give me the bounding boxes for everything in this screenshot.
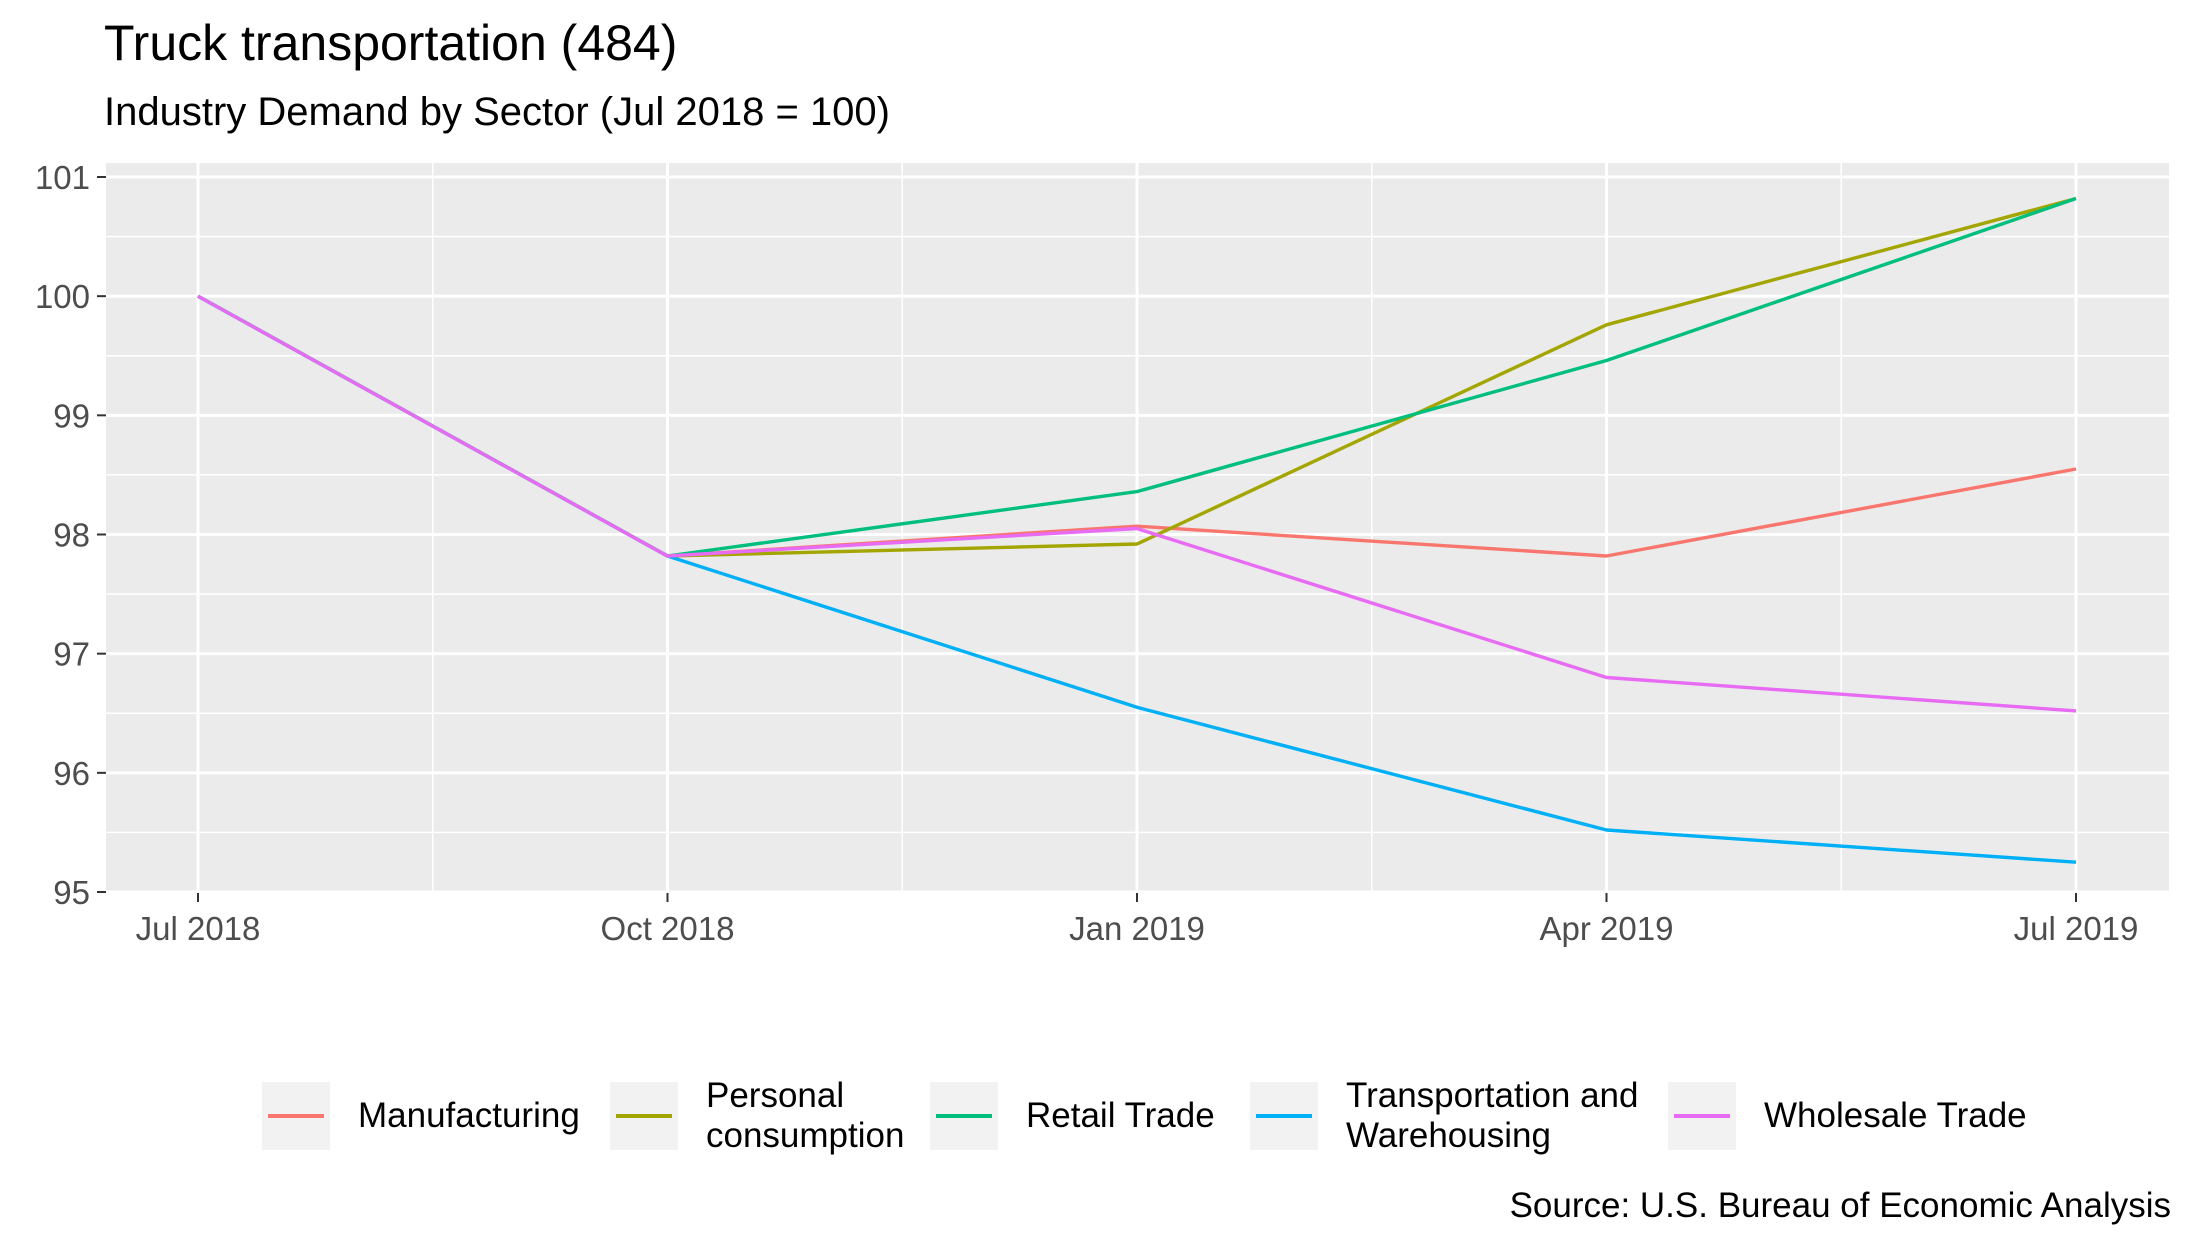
source-caption: Source: U.S. Bureau of Economic Analysis — [1509, 1186, 2171, 1225]
y-tick-label: 98 — [53, 517, 90, 554]
legend-key — [262, 1082, 330, 1150]
x-tick-label: Oct 2018 — [601, 910, 735, 947]
x-tick-label: Apr 2019 — [1540, 910, 1674, 947]
legend-item-personal-consumption: Personal consumption — [610, 1058, 904, 1174]
y-tick-label: 100 — [35, 278, 90, 315]
y-tick-label: 101 — [35, 159, 90, 196]
y-tick-label: 95 — [53, 874, 90, 911]
legend-key — [610, 1082, 678, 1150]
legend-swatch-line — [1256, 1114, 1312, 1118]
legend-label: Transportation and Warehousing — [1346, 1076, 1639, 1155]
chart-title: Truck transportation (484) — [104, 15, 678, 71]
y-tick-label: 97 — [53, 636, 90, 673]
x-axis: Jul 2018 Oct 2018 Jan 2019 Apr 2019 Jul 2019 — [136, 893, 2139, 947]
legend-item-transportation-and-warehousing: Transportation and Warehousing — [1250, 1058, 1639, 1174]
y-tick-label: 99 — [53, 397, 90, 434]
legend-key — [1668, 1082, 1736, 1150]
legend-key — [1250, 1082, 1318, 1150]
legend-label: Manufacturing — [358, 1096, 580, 1135]
legend: Manufacturing Personal consumption Retail … — [0, 1058, 2187, 1174]
x-tick-label: Jul 2019 — [2014, 910, 2139, 947]
legend-item-manufacturing: Manufacturing — [262, 1058, 580, 1174]
line-chart: 95 96 97 98 99 100 101 Jul 2018 Oct 2018 Jan 201… — [35, 159, 2169, 947]
major-gridlines — [106, 163, 2169, 894]
y-axis: 95 96 97 98 99 100 101 — [35, 159, 106, 911]
legend-item-retail-trade: Retail Trade — [930, 1058, 1215, 1174]
y-tick-label: 96 — [53, 755, 90, 792]
series-line-wholesale-trade — [197, 294, 2077, 713]
legend-swatch-line — [268, 1114, 324, 1118]
x-tick-label: Jul 2018 — [136, 910, 261, 947]
legend-label: Wholesale Trade — [1764, 1096, 2027, 1135]
legend-swatch-line — [936, 1114, 992, 1118]
legend-key — [930, 1082, 998, 1150]
legend-swatch-line — [1674, 1114, 1730, 1118]
legend-item-wholesale-trade: Wholesale Trade — [1668, 1058, 2027, 1174]
legend-label: Personal consumption — [706, 1076, 905, 1155]
chart-subtitle: Industry Demand by Sector (Jul 2018 = 10… — [104, 90, 890, 134]
legend-swatch-line — [616, 1114, 672, 1118]
legend-label: Retail Trade — [1026, 1096, 1215, 1135]
series-lines — [197, 196, 2077, 864]
x-tick-label: Jan 2019 — [1069, 910, 1205, 947]
